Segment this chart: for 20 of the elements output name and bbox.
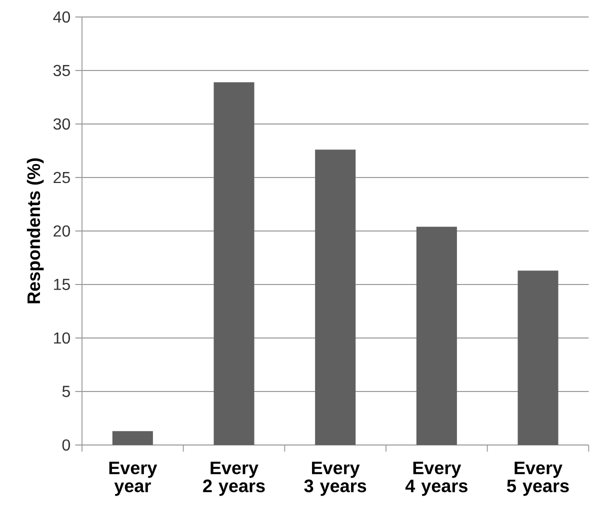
y-axis-title: Respondents (%) <box>26 158 44 304</box>
y-tick-label: 15 <box>54 278 70 290</box>
bar <box>518 270 558 445</box>
x-tick-label: Every 3 years <box>304 462 366 496</box>
bar <box>112 431 153 445</box>
y-tick-label: 5 <box>62 386 70 398</box>
y-tick-label: 30 <box>53 118 70 130</box>
x-tick-label: Every 4 years <box>405 462 468 496</box>
y-tick-label: 40 <box>53 11 70 23</box>
bar <box>416 226 457 445</box>
y-tick-label: 35 <box>53 64 70 76</box>
y-tick-label: 10 <box>54 332 70 344</box>
y-tick-label: 20 <box>54 225 70 237</box>
x-tick-label: Every 5 years <box>507 462 569 496</box>
y-tick-label: 0 <box>62 439 70 451</box>
y-tick-label: 25 <box>54 172 70 184</box>
x-tick-label: Every 2 years <box>203 462 265 496</box>
bar <box>315 150 356 445</box>
bar <box>214 82 254 445</box>
x-tick-label: Every year <box>109 462 158 496</box>
